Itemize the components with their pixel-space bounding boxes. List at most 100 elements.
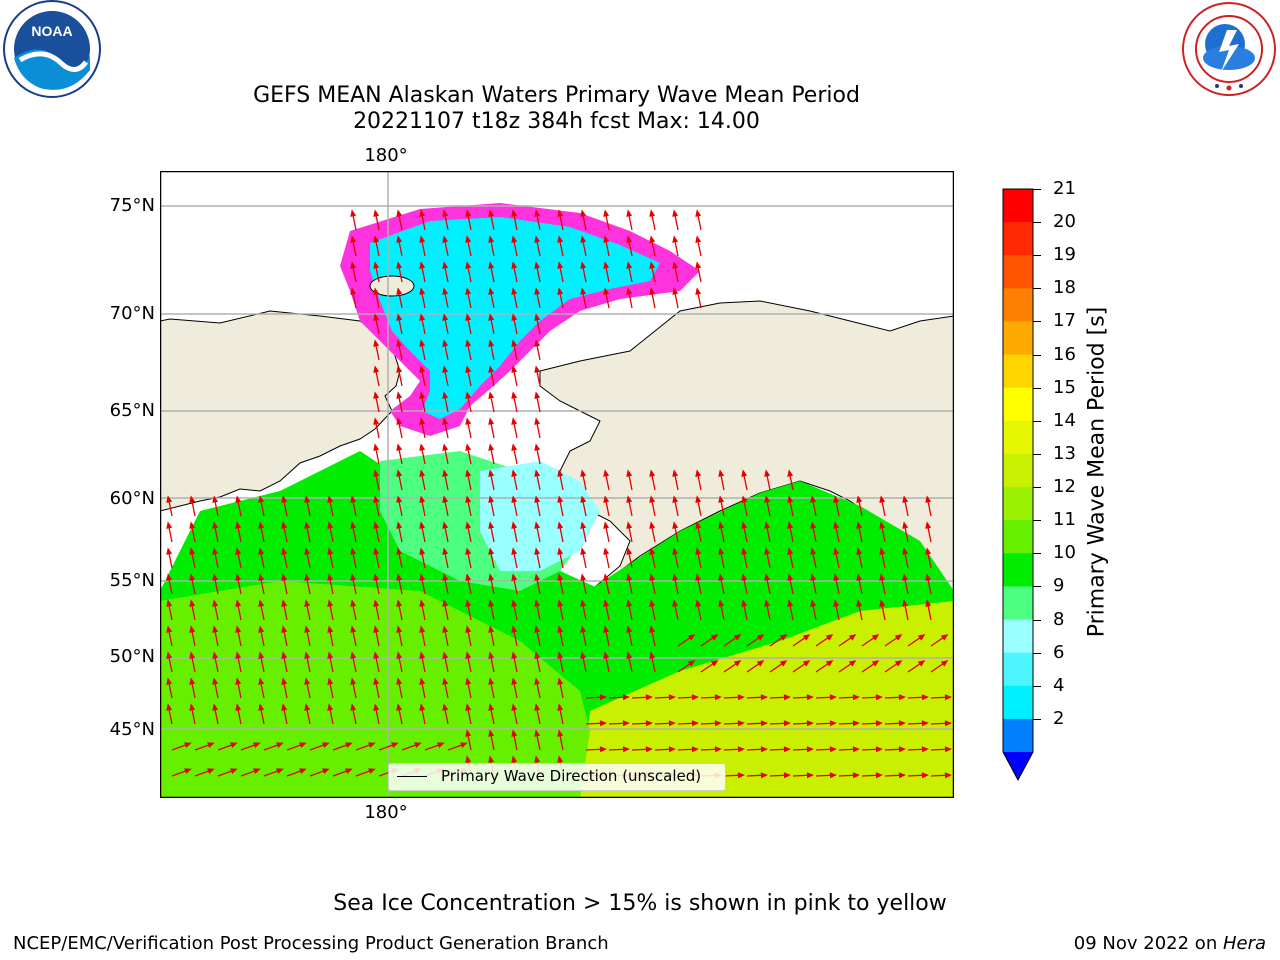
wave-arrow-head xyxy=(825,660,834,667)
wave-arrow-head xyxy=(396,261,403,269)
wave-arrow-head xyxy=(304,573,311,581)
wave-arrow-head xyxy=(672,209,679,217)
legend-label: Primary Wave Direction (unscaled) xyxy=(441,767,702,785)
wave-arrow-head xyxy=(396,443,403,451)
wave-arrow-head xyxy=(419,573,426,581)
wave-arrow-head xyxy=(944,720,952,727)
wave-arrow-head xyxy=(787,599,794,607)
wave-arrow-head xyxy=(488,599,495,607)
legend-line-swatch xyxy=(397,776,427,777)
ocean-mid-lightgreen xyxy=(160,581,590,798)
noaa-logo: NOAA xyxy=(0,0,104,100)
wave-arrow-head xyxy=(695,261,702,269)
wave-arrow-head xyxy=(373,235,380,243)
wave-arrow-head xyxy=(649,573,656,581)
wave-arrow-head xyxy=(511,261,518,269)
wave-arrow-head xyxy=(737,720,745,727)
wave-arrow-head xyxy=(391,742,399,749)
wave-arrow-head xyxy=(695,469,702,477)
wave-arrow-head xyxy=(534,495,541,503)
colorbar xyxy=(1000,186,1040,786)
wave-arrow-head xyxy=(603,625,610,633)
wave-arrow-head xyxy=(580,495,587,503)
wave-arrow-head xyxy=(230,768,238,775)
wave-arrow-head xyxy=(714,746,722,753)
wave-arrow-head xyxy=(741,599,748,607)
wave-arrow-head xyxy=(557,625,564,633)
wave-arrow-head xyxy=(603,547,610,555)
wave-arrow-head xyxy=(649,547,656,555)
wave-arrow-head xyxy=(511,209,518,217)
wave-arrow-head xyxy=(760,772,768,779)
colorbar-tick-label: 8 xyxy=(1053,608,1065,630)
wave-arrow-head xyxy=(258,703,265,711)
wave-arrow-head xyxy=(848,634,857,641)
wave-arrow-head xyxy=(396,313,403,321)
wave-arrow-head xyxy=(281,495,288,503)
wave-arrow-head xyxy=(557,651,564,659)
colorbar-tick-label: 19 xyxy=(1053,244,1076,266)
wave-arrow-head xyxy=(235,677,242,685)
wave-arrow-head xyxy=(810,573,817,581)
wave-arrow-head xyxy=(940,634,949,641)
wave-arrow-head xyxy=(235,599,242,607)
colorbar-tick-mark xyxy=(1033,255,1041,257)
wave-arrow-head xyxy=(488,469,495,477)
colorbar-tick-label: 11 xyxy=(1053,509,1076,531)
wave-arrow-head xyxy=(557,573,564,581)
wave-arrow-head xyxy=(465,209,472,217)
wave-arrow-head xyxy=(189,521,196,529)
wave-arrow-head xyxy=(649,495,656,503)
colorbar-band xyxy=(1003,321,1033,356)
wave-arrow-head xyxy=(350,235,357,243)
wave-arrow-head xyxy=(622,720,630,727)
wave-arrow-head xyxy=(304,599,311,607)
wave-arrow-head xyxy=(649,261,656,269)
wave-arrow-head xyxy=(253,742,261,749)
wave-arrow-head xyxy=(488,209,495,217)
wave-arrow-head xyxy=(718,521,725,529)
wave-arrow-head xyxy=(756,660,765,667)
wave-arrow-head xyxy=(488,365,495,373)
wave-arrow-head xyxy=(580,209,587,217)
wave-arrow-head xyxy=(764,469,771,477)
wave-arrow-head xyxy=(299,742,307,749)
wave-arrow-head xyxy=(875,746,883,753)
colorbar-band xyxy=(1003,222,1033,256)
wave-arrow-head xyxy=(534,417,541,425)
wave-arrow-head xyxy=(764,521,771,529)
wave-arrow-head xyxy=(718,599,725,607)
wave-arrow-head xyxy=(465,573,472,581)
wave-arrow-head xyxy=(787,495,794,503)
wave-arrow-head xyxy=(626,469,633,477)
wave-arrow-head xyxy=(373,703,380,711)
land-alaska xyxy=(539,300,954,610)
wave-arrow-head xyxy=(345,742,353,749)
wave-arrow-head xyxy=(940,660,949,667)
wave-arrow-head xyxy=(327,625,334,633)
colorbar-tick-label: 4 xyxy=(1053,674,1065,696)
wave-arrow-head xyxy=(783,746,791,753)
colorbar-tick-label: 12 xyxy=(1053,476,1076,498)
wave-arrow-head xyxy=(534,677,541,685)
wave-arrow-head xyxy=(368,768,376,775)
wave-arrow-head xyxy=(668,746,676,753)
wave-arrow-head xyxy=(714,720,722,727)
wave-arrow-head xyxy=(419,339,426,347)
wave-arrow-head xyxy=(465,547,472,555)
wave-arrow-head xyxy=(783,720,791,727)
wave-arrow-head xyxy=(511,677,518,685)
wave-arrow-head xyxy=(442,651,449,659)
colorbar-band xyxy=(1003,652,1033,687)
wave-arrow-head xyxy=(534,209,541,217)
wave-arrow-head xyxy=(603,209,610,217)
wave-arrow-head xyxy=(350,287,357,295)
wave-arrow-head xyxy=(281,703,288,711)
wave-arrow-head xyxy=(350,703,357,711)
colorbar-tick-mark xyxy=(1033,354,1041,356)
wave-arrow-head xyxy=(925,521,932,529)
wave-arrow-head xyxy=(350,547,357,555)
wave-arrow-head xyxy=(419,677,426,685)
wave-arrow-head xyxy=(917,634,926,641)
wave-arrow-head xyxy=(350,573,357,581)
